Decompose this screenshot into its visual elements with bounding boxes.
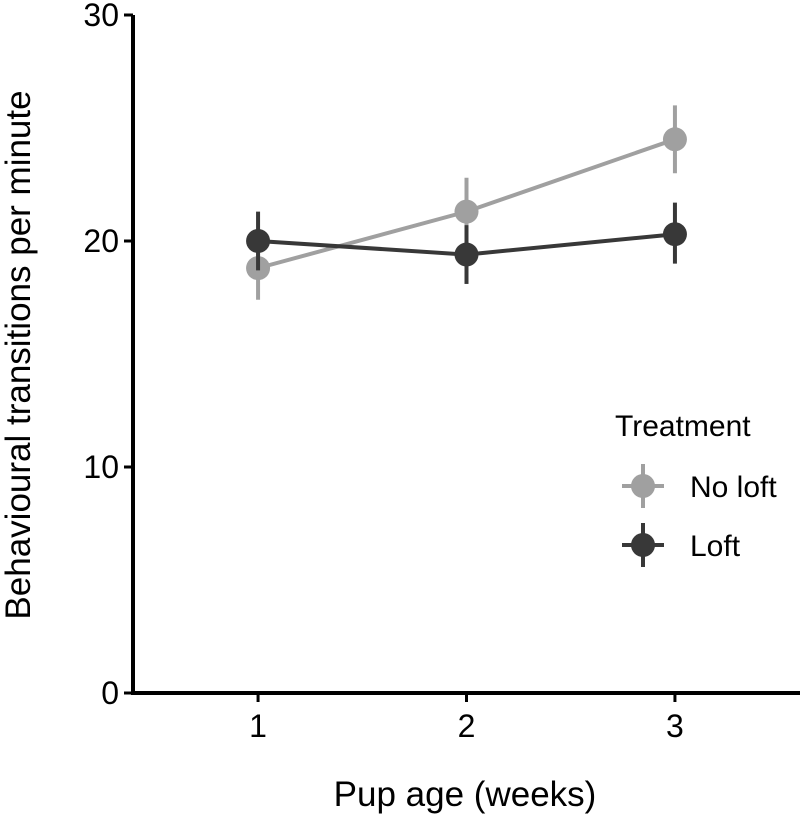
legend-item-no-loft: No loft xyxy=(622,464,777,508)
axes: 0 10 20 30 1 2 3 xyxy=(83,0,800,744)
series-layer xyxy=(246,105,687,300)
y-tick-label: 20 xyxy=(83,223,119,259)
data-point xyxy=(662,222,687,247)
legend: Treatment No loft Loft xyxy=(615,410,777,567)
y-tick-label: 30 xyxy=(83,0,119,33)
x-tick-label: 1 xyxy=(249,708,267,744)
legend-title: Treatment xyxy=(615,410,751,443)
data-point xyxy=(454,242,479,267)
x-axis-title: Pup age (weeks) xyxy=(334,775,597,814)
data-point xyxy=(246,229,271,253)
y-tick-label: 0 xyxy=(101,675,119,711)
legend-item-loft: Loft xyxy=(622,523,741,567)
legend-key-marker xyxy=(631,533,655,557)
legend-label: No loft xyxy=(690,471,777,504)
x-tick-label: 3 xyxy=(666,708,684,744)
legend-label: Loft xyxy=(690,530,741,563)
legend-key-marker xyxy=(631,474,655,498)
series-loft xyxy=(246,202,687,284)
y-axis-title: Behavioural transitions per minute xyxy=(0,90,38,619)
y-tick-label: 10 xyxy=(83,449,119,485)
data-point xyxy=(662,127,687,152)
data-point xyxy=(454,199,479,224)
x-tick-label: 2 xyxy=(458,708,476,744)
